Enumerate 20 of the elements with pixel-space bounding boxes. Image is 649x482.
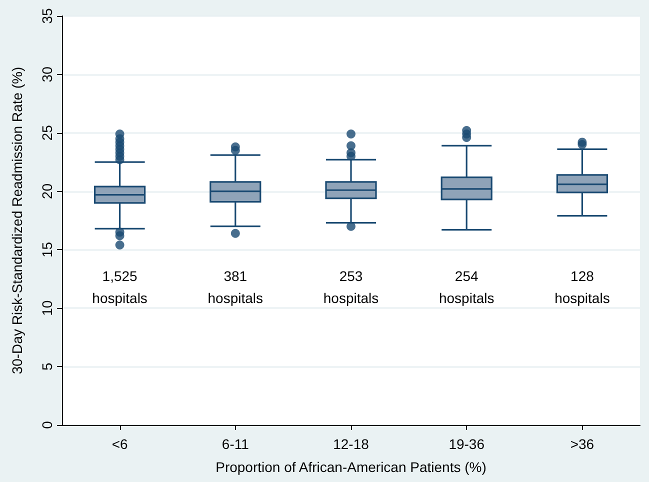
x-tick-label: 6-11 [222,436,250,452]
y-tick-label: 20 [39,183,55,200]
y-tick-label: 0 [39,420,55,429]
y-axis-title: 30-Day Risk-Standardized Readmission Rate (%) [9,66,25,374]
x-axis-title: Proportion of African-American Patients (%) [216,459,486,475]
x-tick-label: 12-18 [333,436,370,452]
annotation: 128 hospitals [554,268,610,306]
x-tick-label: <6 [112,436,128,452]
y-tick-label: 35 [39,8,55,24]
annotation: 254 hospitals [438,268,494,306]
annotation: 253 hospitals [323,268,379,306]
y-tick-label: 25 [39,124,55,141]
x-tick-label: >36 [570,436,594,452]
annotation: 381 hospitals [208,268,264,306]
y-tick-label: 15 [39,242,55,258]
y-tick-label: 5 [39,362,55,370]
annotation: 1,525 hospitals [92,268,148,306]
y-tick-label: 10 [39,300,55,316]
x-tick-label: 19-36 [448,436,485,452]
y-tick-label: 30 [39,66,55,82]
